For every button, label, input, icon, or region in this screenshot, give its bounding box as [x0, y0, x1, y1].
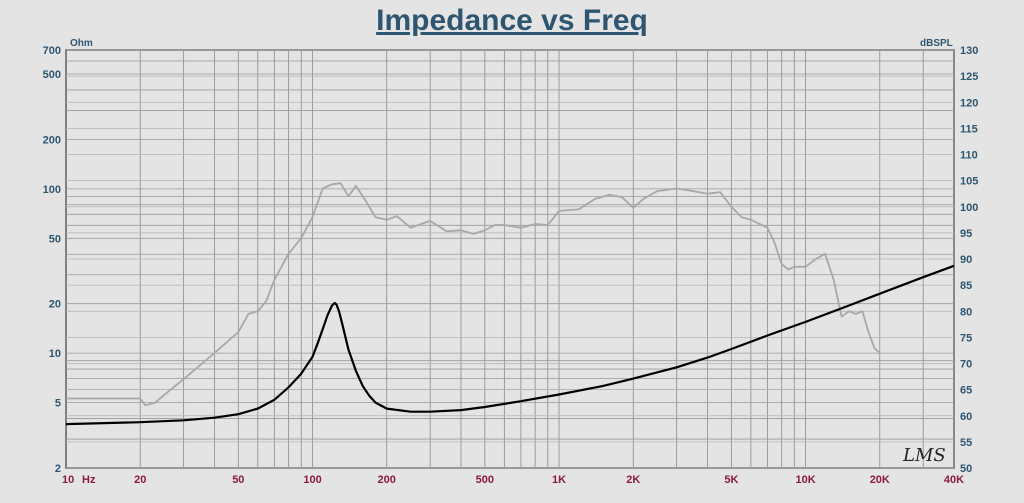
y-right-tick-label: 65: [960, 385, 972, 397]
chart-title: Impedance vs Freq: [376, 4, 648, 37]
y-right-tick-label: 125: [960, 71, 978, 83]
y-right-tick-label: 75: [960, 332, 972, 344]
x-tick-label: 50: [232, 474, 244, 486]
x-tick-label: 20K: [870, 474, 890, 486]
y-left-tick-label: 2: [55, 463, 61, 475]
x-tick-label: 1K: [552, 474, 566, 486]
y-right-tick-label: 105: [960, 176, 978, 188]
x-tick-label: 2K: [626, 474, 640, 486]
x-tick-label: 40K: [944, 474, 964, 486]
y-left-tick-label: 500: [43, 69, 61, 81]
y-left-tick-label: 5: [55, 398, 61, 410]
y-right-tick-label: 60: [960, 411, 972, 423]
tick-labels: 10 20 50 100 200 500 1K 2K 5K 10K 20K 40K 2 5 10 20 50 10…: [43, 45, 979, 486]
x-tick-label: 500: [476, 474, 494, 486]
y-right-tick-label: 90: [960, 254, 972, 266]
y-right-tick-label: 100: [960, 202, 978, 214]
x-tick-label: 10K: [795, 474, 815, 486]
y-right-tick-label: 85: [960, 280, 972, 292]
x-axis-unit: Hz: [82, 474, 96, 486]
lms-signature: LMS: [902, 445, 946, 466]
y-right-tick-label: 110: [960, 150, 978, 162]
grid-lines: [65, 49, 955, 469]
y-right-tick-label: 55: [960, 437, 972, 449]
y-right-tick-label: 50: [960, 463, 972, 475]
left-axis-unit: Ohm: [70, 38, 93, 49]
y-left-tick-label: 200: [43, 134, 61, 146]
y-left-tick-label: 700: [43, 45, 61, 57]
y-right-tick-label: 95: [960, 228, 972, 240]
right-axis-unit: dBSPL: [920, 38, 953, 49]
y-right-tick-label: 115: [960, 123, 978, 135]
x-tick-label: 5K: [724, 474, 738, 486]
impedance-curve: [65, 264, 955, 426]
x-tick-label: 20: [134, 474, 146, 486]
x-tick-label: 100: [303, 474, 321, 486]
spl-curve: [66, 182, 881, 407]
y-left-tick-label: 20: [49, 299, 61, 311]
curves: [65, 182, 955, 426]
y-left-tick-label: 50: [49, 233, 61, 245]
x-tick-label: 200: [378, 474, 396, 486]
x-tick-label: 10: [62, 474, 74, 486]
y-left-tick-label: 100: [43, 184, 61, 196]
y-left-tick-label: 10: [49, 348, 61, 360]
y-right-tick-label: 130: [960, 45, 978, 57]
y-right-tick-label: 120: [960, 97, 978, 109]
y-right-tick-label: 70: [960, 359, 972, 371]
y-right-tick-label: 80: [960, 306, 972, 318]
